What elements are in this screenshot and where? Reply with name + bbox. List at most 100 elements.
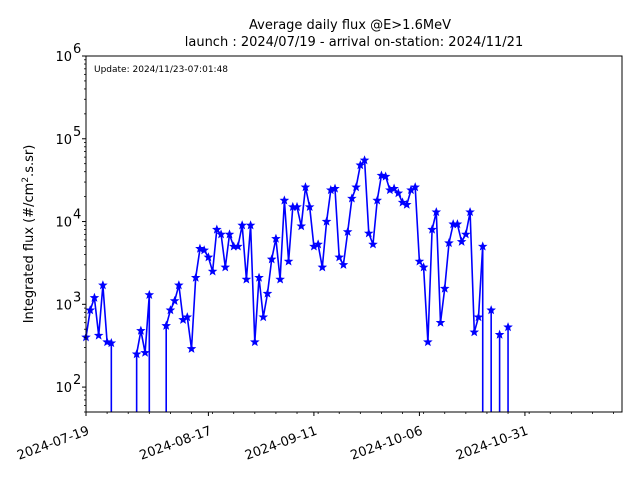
data-point xyxy=(266,254,277,264)
data-point xyxy=(435,317,446,327)
data-point xyxy=(342,226,353,236)
x-tick-label: 2024-10-31 xyxy=(454,424,530,464)
data-point xyxy=(216,229,226,239)
data-point xyxy=(207,266,218,276)
data-point xyxy=(317,262,328,272)
data-point xyxy=(275,274,285,284)
data-point xyxy=(414,256,425,266)
data-point xyxy=(431,207,442,217)
y-axis-label-main: Integrated flux (#/cm xyxy=(22,183,37,324)
data-point xyxy=(140,347,150,357)
data-point xyxy=(313,239,323,249)
data-point xyxy=(220,262,231,272)
data-point xyxy=(338,259,349,269)
y-tick-label: 10 xyxy=(55,50,72,65)
data-point xyxy=(182,312,193,322)
y-axis-label-end: .s.sr) xyxy=(22,145,37,177)
data-point xyxy=(503,322,513,332)
data-point xyxy=(410,182,420,192)
series-line xyxy=(135,294,151,355)
data-point xyxy=(203,252,214,262)
data-point xyxy=(452,219,463,229)
data-point xyxy=(262,288,273,298)
data-point xyxy=(401,199,412,209)
data-point xyxy=(347,193,357,203)
data-point xyxy=(106,338,117,348)
data-point xyxy=(258,312,269,322)
data-point xyxy=(494,329,505,339)
data-point xyxy=(245,220,256,230)
data-point xyxy=(224,229,235,239)
data-point xyxy=(199,245,209,255)
data-point xyxy=(427,224,437,234)
data-point xyxy=(161,320,171,330)
data-point xyxy=(254,272,264,282)
y-tick-label: 10 xyxy=(55,298,72,313)
x-tick-label: 2024-08-17 xyxy=(138,424,214,464)
data-point xyxy=(283,256,294,266)
y-tick-exponent: 5 xyxy=(73,125,81,140)
data-point xyxy=(359,155,370,165)
data-point xyxy=(473,312,484,322)
data-point xyxy=(190,272,201,282)
data-point xyxy=(465,207,475,217)
y-tick-label: 10 xyxy=(55,381,72,396)
data-point xyxy=(85,305,96,315)
data-point xyxy=(89,292,100,302)
y-tick-exponent: 6 xyxy=(73,42,81,57)
data-point xyxy=(456,236,467,246)
data-point xyxy=(439,283,450,293)
data-point xyxy=(423,337,433,347)
data-point xyxy=(372,195,383,205)
data-point xyxy=(469,327,480,337)
y-tick-exponent: 4 xyxy=(73,208,81,223)
y-axis-label-superscript: 2 xyxy=(21,177,31,183)
y-axis-label: Integrated flux (#/cm2.s.sr) xyxy=(21,145,37,324)
data-point xyxy=(477,241,488,251)
data-point xyxy=(304,201,315,212)
y-tick-exponent: 3 xyxy=(73,290,81,305)
data-point xyxy=(368,239,378,249)
data-point xyxy=(237,220,247,230)
x-tick-label: 2024-10-06 xyxy=(349,424,425,464)
data-point xyxy=(397,197,408,207)
data-point xyxy=(321,216,332,226)
data-point xyxy=(271,233,281,243)
plot-area xyxy=(86,56,622,412)
data-point xyxy=(174,280,184,290)
data-point xyxy=(241,274,252,284)
x-axis: 2024-07-19 2024-08-17 2024-09-11 2024-10-06… xyxy=(15,412,614,464)
data-point xyxy=(195,243,205,253)
y-tick-label: 10 xyxy=(55,216,72,231)
data-point xyxy=(93,330,104,340)
data-point xyxy=(380,171,391,181)
data-point xyxy=(212,224,222,234)
y-tick-exponent: 2 xyxy=(73,373,81,388)
data-point xyxy=(351,182,361,192)
data-point xyxy=(165,305,176,315)
data-point xyxy=(131,349,142,359)
data-point xyxy=(233,241,243,251)
y-tick-label: 10 xyxy=(55,133,72,148)
data-point xyxy=(363,228,374,238)
data-point xyxy=(98,280,108,290)
x-tick-label: 2024-07-19 xyxy=(15,424,91,464)
data-point xyxy=(300,182,311,192)
data-point xyxy=(444,237,454,248)
data-point xyxy=(144,289,155,299)
data-point xyxy=(169,295,180,305)
data-point xyxy=(393,188,404,198)
data-point xyxy=(355,160,366,170)
series-markers xyxy=(81,155,513,359)
data-point xyxy=(136,325,146,335)
data-point xyxy=(250,337,260,347)
chart-subtitle: launch : 2024/07/19 - arrival on-station… xyxy=(185,35,523,50)
data-point xyxy=(389,183,399,193)
data-point xyxy=(186,343,197,353)
x-tick-label: 2024-09-11 xyxy=(243,424,319,464)
data-point xyxy=(334,252,345,262)
chart-title: Average daily flux @E>1.6MeV xyxy=(249,18,451,33)
data-point xyxy=(296,221,307,231)
